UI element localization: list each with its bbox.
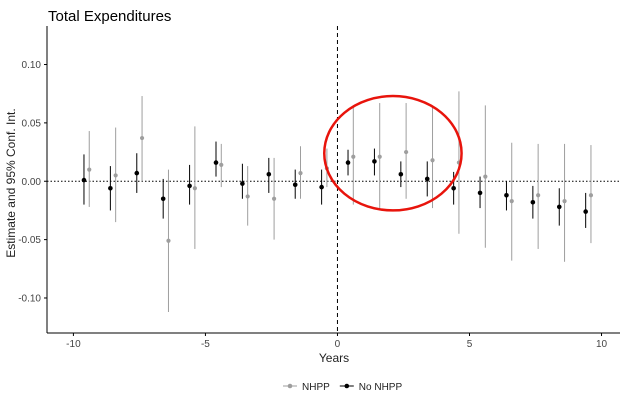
nhpp-point [588,193,594,198]
highlight-circle [323,94,463,212]
axes: -10 -5 0 5 10 -0.10 -0.05 0.00 0.05 0.10 [18,26,620,350]
no-nhpp-point [345,160,351,165]
no-nhpp-point [372,159,377,164]
nhpp-legend-label: NHPP [302,382,330,393]
nhpp-point [219,162,224,168]
no-nhpp-point [240,181,245,186]
nhpp-point [113,173,118,178]
x-axis-label: Years [319,351,349,365]
nhpp-point [271,196,277,201]
y-tick-label: 0.05 [22,118,42,129]
x-tick-label: 5 [467,339,473,350]
x-tick-label: 0 [335,339,341,350]
nhpp-point [377,154,382,159]
nhpp-point [536,193,541,198]
no-nhpp-legend-label: No NHPP [359,382,403,393]
y-tick-label: -0.10 [18,293,41,304]
nhpp-point [509,198,514,204]
y-tick-label: 0.00 [22,177,42,188]
nhpp-point [404,149,409,155]
nhpp-point [298,170,303,176]
nhpp-legend-key-point [287,383,293,389]
y-tick-label: -0.05 [18,235,41,246]
no-nhpp-point [81,177,87,183]
no-nhpp-point [213,160,219,165]
nhpp-point [245,194,250,199]
nhpp-point [192,186,197,191]
no-nhpp-point [583,209,588,214]
no-nhpp-point [108,185,113,191]
no-nhpp-point [530,199,536,205]
no-nhpp-point [504,192,509,198]
no-nhpp-point [160,196,166,202]
no-nhpp-point [451,185,456,191]
data-marks [81,91,594,312]
y-tick-label: 0.10 [22,60,42,71]
legend: NHPP No NHPP [283,382,402,393]
no-nhpp-point [292,182,298,188]
no-nhpp-point [556,204,562,210]
x-tick-label: -5 [201,339,210,350]
no-nhpp-point [477,190,483,196]
nhpp-point [562,198,567,204]
chart-title: Total Expenditures [48,8,171,25]
no-nhpp-point [424,176,430,182]
nhpp-point [166,238,171,243]
plot-area [47,26,620,333]
no-nhpp-point [134,170,140,176]
nhpp-point [87,167,92,172]
no-nhpp-legend-key-point [344,383,350,389]
x-tick-label: 10 [596,339,608,350]
no-nhpp-point [266,171,272,177]
x-tick-label: -10 [66,339,81,350]
nhpp-point [483,174,488,179]
no-nhpp-point [187,183,192,189]
nhpp-point [351,154,356,159]
nhpp-point [430,158,435,163]
y-axis-label: Estimate and 95% Conf. Int. [4,108,18,257]
nhpp-point [139,135,145,141]
no-nhpp-point [398,171,404,177]
no-nhpp-point [319,184,324,190]
